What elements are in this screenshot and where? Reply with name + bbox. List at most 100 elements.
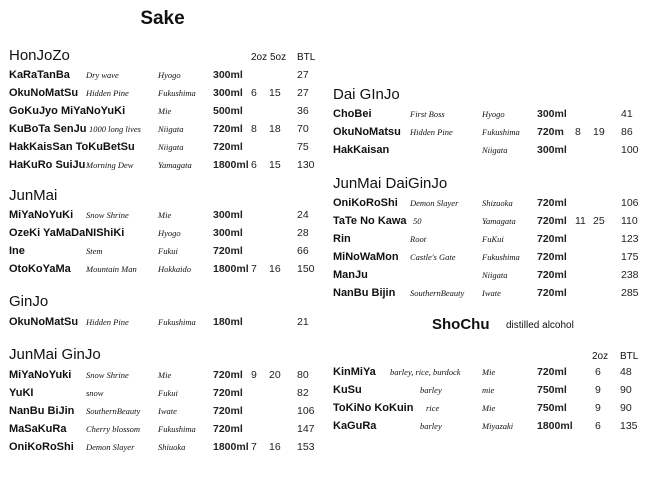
section-heading: Dai GInJo [333,86,400,103]
item-size: 720ml [213,405,243,417]
item-region: Fukushima [482,127,520,137]
item-region: Shizuoka [482,198,513,208]
item-region: Niigata [158,124,184,134]
item-btl: 135 [620,420,638,432]
item-size: 500ml [213,105,243,117]
item-oz2: 9 [595,402,601,414]
item-oz2: 11 [575,215,586,227]
item-name: OkuNoMatSu [9,316,79,328]
item-size: 720ml [213,141,243,153]
shochu-header-btl: BTL [620,351,639,362]
item-btl: 75 [297,141,309,153]
item-desc: Hidden Pine [86,88,129,98]
item-btl: 82 [297,387,309,399]
item-name: YuKI [9,387,34,399]
item-region: Niigata [482,145,508,155]
item-region: Mie [482,367,496,377]
item-region: Hyogo [482,109,505,119]
item-desc: barley, rice, burdock [390,367,461,377]
item-oz5: 16 [269,441,281,453]
item-size: 300ml [213,227,243,239]
item-size: 1800ml [537,420,573,432]
item-region: Fukushima [482,252,520,262]
item-region: Mie [158,210,172,220]
menu-item: KinMiYa barley, rice, burdock Mie 720ml 6 48 [333,364,650,380]
item-size: 720ml [213,387,243,399]
item-region: Hyogo [158,228,181,238]
item-desc: Demon Slayer [86,442,135,452]
menu-item: ToKiNo KoKuin rice Mie 750ml 9 90 [333,400,650,416]
menu-item: MiYaNoYuki Snow Shrine Mie 720ml 9 20 80 [9,367,329,383]
menu-item: HakKaisan Niigata 300ml 100 [333,142,650,158]
item-oz2: 6 [595,420,601,432]
item-size: 180ml [213,316,243,328]
item-btl: 86 [621,126,633,138]
item-name: HaKuRo SuiJu [9,159,86,171]
item-oz5: 25 [593,215,605,227]
menu-item: KaGuRa barley Miyazaki 1800ml 6 135 [333,418,650,434]
menu-item: KuSu barley mie 750ml 9 90 [333,382,650,398]
item-btl: 153 [297,441,315,453]
item-oz2: 9 [251,369,257,381]
menu-item: NanBu Bijin SouthernBeauty Iwate 720ml 285 [333,285,650,301]
item-name: Ine [9,245,25,257]
item-name: MaSaKuRa [9,423,67,435]
item-name: Rin [333,233,351,245]
item-name: KinMiYa [333,366,376,378]
section-heading: JunMai [9,187,58,204]
item-btl: 100 [621,144,639,156]
item-size: 300ml [213,69,243,81]
menu-item: OkuNoMatsu Hidden Pine Fukushima 720m 8 19 86 [333,124,650,140]
menu-item: OniKoRoShi Demon Slayer Shiuoka 1800ml 7 16 15… [9,439,329,455]
item-btl: 36 [297,105,309,117]
item-desc: First Boss [410,109,445,119]
item-name: OniKoRoShi [333,197,398,209]
item-size: 720ml [213,423,243,435]
item-btl: 28 [297,227,309,239]
menu-item: ChoBei First Boss Hyogo 300ml 41 [333,106,650,122]
item-btl: 238 [621,269,639,281]
item-desc: Dry wave [86,70,119,80]
item-name: OtoKoYaMa [9,263,71,275]
menu-item: YuKI snow Fukui 720ml 82 [9,385,329,401]
shochu-heading: ShoChu [432,316,490,333]
item-desc: SouthernBeauty [86,406,141,416]
item-btl: 80 [297,369,309,381]
item-region: Fukushima [158,88,196,98]
item-region: Yamagata [482,216,516,226]
item-oz2: 6 [251,159,257,171]
menu-item: KuBoTa SenJu 1000 long lives Niigata 720ml 8… [9,121,329,137]
item-btl: 48 [620,366,632,378]
item-name: OkuNoMatSu [9,87,79,99]
item-region: FuKui [482,234,504,244]
item-size: 720ml [537,197,567,209]
item-btl: 70 [297,123,309,135]
item-oz2: 6 [251,87,257,99]
item-btl: 24 [297,209,309,221]
item-name: KaRaTanBa [9,69,70,81]
item-size: 720m [537,126,564,138]
item-btl: 27 [297,69,309,81]
item-oz2: 6 [595,366,601,378]
item-oz2: 8 [251,123,257,135]
item-name: KuBoTa SenJu [9,123,87,135]
item-desc: Castle's Gate [410,252,456,262]
item-desc: 1000 long lives [89,124,141,134]
menu-item: Ine Stem Fukui 720ml 66 [9,243,329,259]
shochu-subtitle: distilled alcohol [506,320,574,331]
item-btl: 150 [297,263,315,275]
menu-item: OtoKoYaMa Mountain Man Hokkaido 1800ml 7 16 15… [9,261,329,277]
item-region: mie [482,385,495,395]
item-btl: 66 [297,245,309,257]
item-desc: rice [426,403,440,413]
item-size: 750ml [537,384,567,396]
menu-item: KaRaTanBa Dry wave Hyogo 300ml 27 [9,67,329,83]
item-region: Fukui [158,246,178,256]
item-region: Niigata [158,142,184,152]
header-5oz: 5oz [270,52,287,63]
item-name: MiNoWaMon [333,251,399,263]
item-oz5: 20 [269,369,281,381]
item-btl: 90 [620,402,632,414]
shochu-header-2oz: 2oz [592,351,609,362]
section-heading: HonJoZo [9,47,70,64]
